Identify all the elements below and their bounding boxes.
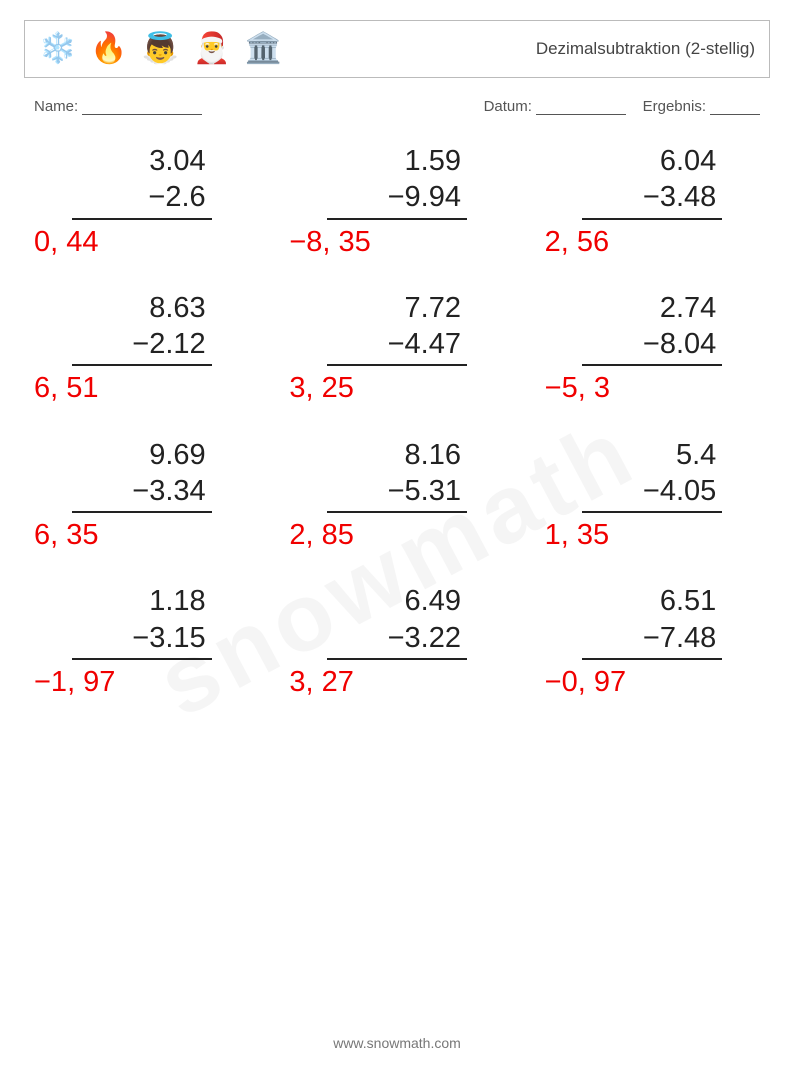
name-blank[interactable] [82,100,202,115]
minuend: 7.72 [327,290,467,326]
footer-url: www.snowmath.com [0,1035,794,1051]
answer: −0, 97 [545,664,760,700]
problem-12: 6.51−7.48 −0, 97 [545,583,760,700]
subtrahend: −4.05 [582,473,722,513]
subtrahend: −7.48 [582,620,722,660]
problem-stack: 5.4−4.05 [582,437,722,514]
subtrahend: −4.47 [327,326,467,366]
minuend: 1.59 [327,143,467,179]
problem-stack: 1.59−9.94 [327,143,467,220]
minuend: 2.74 [582,290,722,326]
meta-row: Name: Datum: Ergebnis: [34,98,760,115]
problem-stack: 8.16−5.31 [327,437,467,514]
problem-grid: 3.04−2.6 0, 44 1.59−9.94 −8, 35 6.04−3.48 2, … [34,143,760,700]
subtrahend: −2.12 [72,326,212,366]
date-label: Datum: [484,98,532,115]
answer: 3, 25 [289,370,504,406]
minuend: 6.04 [582,143,722,179]
minuend: 6.51 [582,583,722,619]
fireplace-icon: 🔥 [90,34,127,64]
answer: 6, 35 [34,517,249,553]
subtrahend: −3.22 [327,620,467,660]
angel-icon: 👼 [142,34,179,64]
answer: 2, 85 [289,517,504,553]
problem-9: 5.4−4.051, 35 [545,437,760,554]
answer: −8, 35 [289,224,504,260]
subtrahend: −3.34 [72,473,212,513]
church-icon: 🏛️ [244,34,281,64]
problem-11: 6.49−3.22 3, 27 [289,583,504,700]
problem-6: 2.74−8.04−5, 3 [545,290,760,407]
problem-stack: 2.74−8.04 [582,290,722,367]
problem-8: 8.16−5.312, 85 [289,437,504,554]
minuend: 6.49 [327,583,467,619]
result-blank[interactable] [710,100,760,115]
subtrahend: −2.6 [72,179,212,219]
answer: −1, 97 [34,664,249,700]
date-blank[interactable] [536,100,626,115]
subtrahend: −8.04 [582,326,722,366]
problem-stack: 6.51−7.48 [582,583,722,660]
subtrahend: −9.94 [327,179,467,219]
page-title: Dezimalsubtraktion (2-stellig) [536,39,755,59]
minuend: 8.63 [72,290,212,326]
problem-stack: 1.18−3.15 [72,583,212,660]
minuend: 5.4 [582,437,722,473]
subtrahend: −3.48 [582,179,722,219]
answer: 1, 35 [545,517,760,553]
answer: 6, 51 [34,370,249,406]
minuend: 9.69 [72,437,212,473]
name-field: Name: [34,98,202,115]
right-meta: Datum: Ergebnis: [484,98,760,115]
problem-5: 7.72−4.473, 25 [289,290,504,407]
problem-7: 9.69−3.346, 35 [34,437,249,554]
answer: 2, 56 [545,224,760,260]
santa-hat-icon: 🎅 [193,34,230,64]
subtrahend: −3.15 [72,620,212,660]
problem-2: 1.59−9.94 −8, 35 [289,143,504,260]
problem-stack: 6.49−3.22 [327,583,467,660]
problem-stack: 9.69−3.34 [72,437,212,514]
problem-stack: 6.04−3.48 [582,143,722,220]
minuend: 8.16 [327,437,467,473]
answer: −5, 3 [545,370,760,406]
snowflake-icon: ❄️ [39,34,76,64]
subtrahend: −5.31 [327,473,467,513]
name-label: Name: [34,98,78,115]
problem-10: 1.18−3.15 −1, 97 [34,583,249,700]
answer: 3, 27 [289,664,504,700]
result-label: Ergebnis: [643,98,706,115]
header-icons: ❄️ 🔥 👼 🎅 🏛️ [39,34,282,64]
problem-3: 6.04−3.48 2, 56 [545,143,760,260]
minuend: 1.18 [72,583,212,619]
problem-4: 8.63−2.126, 51 [34,290,249,407]
minuend: 3.04 [72,143,212,179]
problem-stack: 3.04−2.6 [72,143,212,220]
problem-stack: 8.63−2.12 [72,290,212,367]
problem-stack: 7.72−4.47 [327,290,467,367]
header-bar: ❄️ 🔥 👼 🎅 🏛️ Dezimalsubtraktion (2-stelli… [24,20,770,78]
problem-1: 3.04−2.6 0, 44 [34,143,249,260]
answer: 0, 44 [34,224,249,260]
